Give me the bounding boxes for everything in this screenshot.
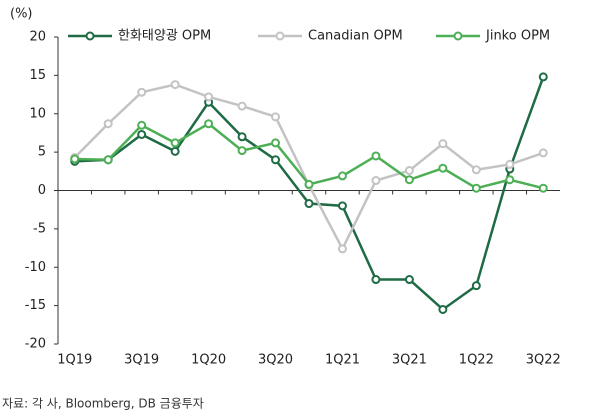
point: [337, 244, 347, 254]
point: [304, 199, 314, 209]
point: [237, 101, 247, 111]
point: [170, 146, 180, 156]
source: 자료: 각 사, Bloomberg, DB 금융투자: [2, 397, 204, 411]
x-tick-label: 3Q19: [124, 353, 159, 368]
point: [271, 112, 281, 122]
point: [337, 201, 347, 211]
x-tick-label: 1Q21: [325, 353, 360, 368]
point: [505, 159, 515, 169]
y-tick-label: 5: [38, 145, 46, 160]
point: [438, 304, 448, 314]
x-tick-label: 3Q21: [392, 353, 427, 368]
series-line: [73, 83, 544, 252]
point: [237, 146, 247, 156]
point: [103, 119, 113, 129]
legend-label: Jinko OPM: [485, 29, 550, 44]
point: [404, 175, 414, 185]
point: [471, 165, 481, 175]
point: [404, 275, 414, 285]
x-tick-label: 3Q22: [526, 353, 561, 368]
point: [371, 275, 381, 285]
y-tick-label: -10: [25, 260, 46, 275]
y-tick-label: -5: [33, 221, 46, 236]
point: [438, 139, 448, 149]
point: [204, 92, 214, 102]
y-tick-label: 20: [29, 30, 46, 45]
point: [70, 154, 80, 164]
x-tick-label: 1Q20: [191, 353, 226, 368]
point: [170, 80, 180, 90]
point: [371, 151, 381, 161]
point: [337, 171, 347, 181]
point: [404, 166, 414, 176]
point: [170, 138, 180, 148]
point: [538, 72, 548, 82]
legend-marker: [85, 31, 95, 41]
legend-label: 한화태양광 OPM: [118, 29, 211, 44]
point: [103, 155, 113, 165]
x-tick-label: 1Q19: [57, 353, 92, 368]
x-tick-label: 1Q22: [459, 353, 494, 368]
point: [137, 120, 147, 130]
y-tick-label: -20: [25, 337, 46, 352]
y-tick-label: 15: [29, 68, 46, 83]
point: [471, 183, 481, 193]
point: [371, 176, 381, 186]
y-axis-label: (%): [10, 7, 33, 22]
point: [237, 132, 247, 142]
point: [137, 87, 147, 97]
point: [538, 148, 548, 158]
x-tick-label: 3Q20: [258, 353, 293, 368]
y-tick-label: -15: [25, 298, 46, 313]
legend-marker: [453, 31, 463, 41]
point: [538, 183, 548, 193]
series-line: [74, 76, 545, 312]
point: [471, 281, 481, 291]
point: [271, 155, 281, 165]
point: [505, 175, 515, 185]
legend-marker: [275, 31, 285, 41]
y-tick-label: 0: [38, 183, 46, 198]
point: [438, 163, 448, 173]
legend-label: Canadian OPM: [308, 29, 403, 44]
point: [137, 129, 147, 139]
y-tick-label: 10: [29, 106, 46, 121]
point: [204, 119, 214, 129]
point: [304, 179, 314, 189]
point: [271, 138, 281, 148]
